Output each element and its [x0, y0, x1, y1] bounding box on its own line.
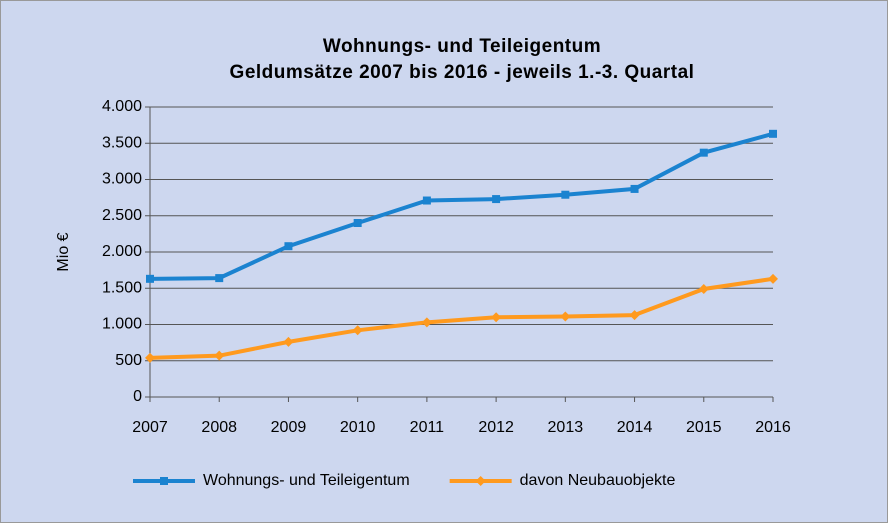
marker — [629, 310, 640, 321]
x-tick-label: 2011 — [410, 419, 445, 436]
marker — [699, 148, 708, 157]
chart-title: Wohnungs- und Teileigentum — [323, 36, 601, 57]
x-tick-label: 2013 — [548, 419, 584, 436]
y-tick-label: 1.500 — [102, 279, 142, 296]
y-tick-label: 4.000 — [102, 98, 142, 115]
marker — [491, 312, 502, 323]
y-tick-label: 2.000 — [102, 243, 142, 260]
x-tick-label: 2008 — [201, 419, 237, 436]
chart-subtitle: Geldumsätze 2007 bis 2016 - jeweils 1.-3… — [230, 62, 695, 83]
marker — [698, 283, 709, 294]
x-tick-label: 2016 — [755, 419, 791, 436]
y-tick-label: 1.000 — [102, 316, 142, 333]
x-tick-label: 2007 — [132, 419, 168, 436]
y-tick-label: 3.500 — [102, 134, 142, 151]
y-tick-label: 0 — [133, 388, 142, 405]
marker — [214, 350, 225, 361]
marker — [422, 196, 431, 205]
legend-label: davon Neubauobjekte — [520, 472, 676, 489]
marker — [353, 219, 362, 227]
marker — [560, 311, 571, 322]
legend-marker — [475, 476, 486, 486]
marker — [283, 336, 294, 347]
marker — [215, 274, 224, 283]
marker — [145, 352, 155, 363]
marker — [421, 317, 432, 328]
x-tick-label: 2012 — [478, 419, 514, 436]
marker — [146, 274, 154, 283]
marker — [769, 129, 777, 138]
marker — [492, 195, 501, 204]
x-tick-label: 2014 — [617, 419, 653, 436]
marker — [630, 184, 639, 193]
legend-label: Wohnungs- und Teileigentum — [203, 472, 410, 489]
x-tick-label: 2015 — [686, 419, 722, 436]
legend-marker — [160, 477, 168, 485]
series-line — [149, 276, 774, 360]
marker — [352, 325, 363, 336]
x-tick-label: 2010 — [340, 419, 376, 436]
marker — [768, 273, 778, 284]
x-tick-label: 2009 — [271, 419, 307, 436]
y-tick-label: 2.500 — [102, 207, 142, 224]
y-tick-label: 3.000 — [102, 171, 142, 188]
series-line — [149, 131, 774, 281]
marker — [284, 242, 293, 251]
y-tick-label: 500 — [115, 352, 142, 369]
marker — [561, 190, 570, 199]
y-axis-label: Mio € — [55, 232, 72, 271]
